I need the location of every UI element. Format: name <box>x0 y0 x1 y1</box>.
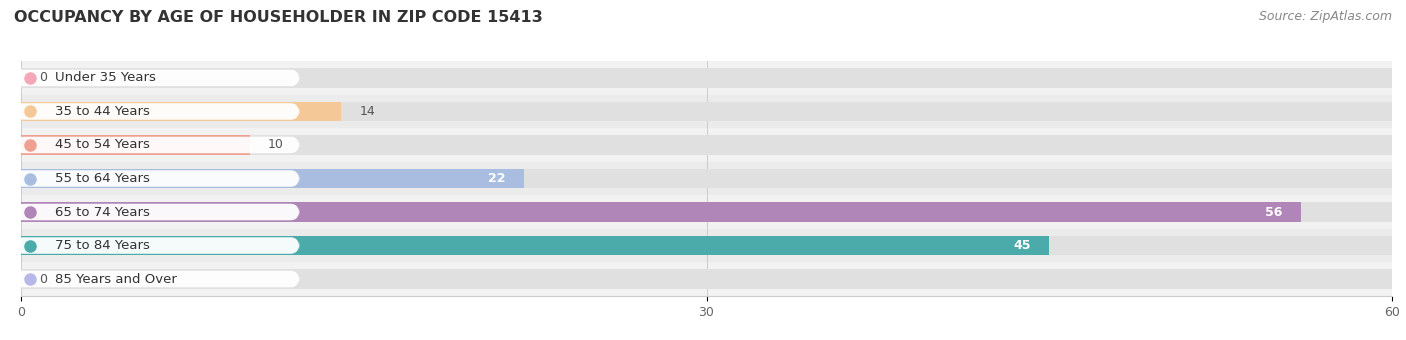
Bar <box>21 262 1392 296</box>
FancyBboxPatch shape <box>14 271 299 287</box>
Text: 65 to 74 Years: 65 to 74 Years <box>55 205 150 219</box>
Bar <box>21 102 1392 121</box>
Bar <box>21 169 1392 188</box>
Text: 22: 22 <box>488 172 506 185</box>
Bar <box>21 202 1301 222</box>
Bar <box>21 135 1392 155</box>
Text: Source: ZipAtlas.com: Source: ZipAtlas.com <box>1258 10 1392 23</box>
Text: 35 to 44 Years: 35 to 44 Years <box>55 105 150 118</box>
Text: 14: 14 <box>360 105 375 118</box>
Text: 75 to 84 Years: 75 to 84 Years <box>55 239 150 252</box>
Bar <box>21 269 1392 289</box>
FancyBboxPatch shape <box>14 103 299 120</box>
Bar <box>21 195 1392 229</box>
Text: 0: 0 <box>39 71 48 84</box>
Text: 56: 56 <box>1265 205 1282 219</box>
Bar <box>21 135 250 155</box>
Bar <box>21 128 1392 162</box>
FancyBboxPatch shape <box>14 70 299 86</box>
Bar <box>21 169 524 188</box>
Text: OCCUPANCY BY AGE OF HOUSEHOLDER IN ZIP CODE 15413: OCCUPANCY BY AGE OF HOUSEHOLDER IN ZIP C… <box>14 10 543 25</box>
FancyBboxPatch shape <box>14 237 299 254</box>
FancyBboxPatch shape <box>14 137 299 153</box>
Text: Under 35 Years: Under 35 Years <box>55 71 156 84</box>
FancyBboxPatch shape <box>14 170 299 187</box>
Text: 55 to 64 Years: 55 to 64 Years <box>55 172 150 185</box>
Text: 45 to 54 Years: 45 to 54 Years <box>55 138 150 152</box>
Bar <box>21 162 1392 195</box>
Text: 0: 0 <box>39 273 48 286</box>
Bar <box>21 68 1392 88</box>
Bar <box>21 102 342 121</box>
Bar <box>21 236 1049 255</box>
Text: 85 Years and Over: 85 Years and Over <box>55 273 177 286</box>
Bar <box>21 236 1392 255</box>
Text: 10: 10 <box>269 138 284 152</box>
Bar <box>21 202 1392 222</box>
Bar <box>21 229 1392 262</box>
Bar <box>21 61 1392 95</box>
Text: 45: 45 <box>1014 239 1031 252</box>
FancyBboxPatch shape <box>14 204 299 220</box>
Bar <box>21 95 1392 128</box>
